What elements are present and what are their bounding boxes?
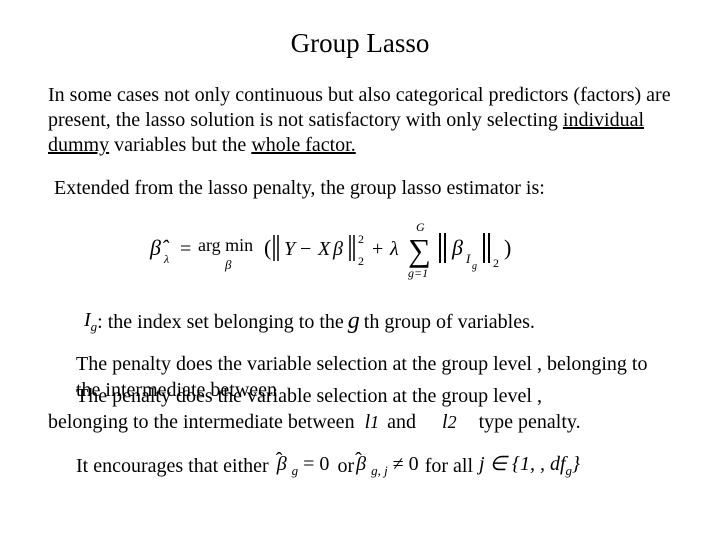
f-plus: + [372, 238, 383, 260]
f-norm2a: 2 [358, 254, 364, 268]
f-I: I [465, 251, 471, 266]
sym-beta-gj: βˆ g, j ≠ 0 [356, 451, 419, 480]
sym-jin-end: } [572, 453, 580, 475]
encourage-line: It encourages that either βˆ g = 0 or βˆ… [48, 451, 672, 480]
sym-j-set: j ∈ {1, , dfg} [479, 451, 580, 480]
f-Ig: g [472, 261, 477, 272]
index-set-line: Ig : the index set belonging to the g th… [66, 306, 672, 337]
penalty-end: type penalty. [479, 409, 581, 435]
f-lambda: λ [389, 238, 399, 260]
sym-l1-1: 1 [370, 412, 379, 432]
sym-l2-2: 2 [448, 412, 457, 432]
f-beta1: β [332, 238, 343, 260]
extended-line: Extended from the lasso penalty, the gro… [54, 176, 672, 201]
intro-text-b: variables but the [109, 134, 251, 156]
group-lasso-formula: β̂ λ = arg min β ( Y − X β 2 2 [140, 219, 580, 283]
f-Y: Y [284, 238, 297, 260]
idx-text-b: th group of variables. [364, 309, 535, 335]
enc-or: or [337, 453, 354, 479]
sym-l2: l2 [442, 409, 457, 435]
idx-text-a: : the index set belonging to the [97, 309, 344, 335]
penalty-and: and [387, 409, 416, 435]
enc-text-a: It encourages that either [76, 453, 269, 479]
f-lparen: ( [264, 235, 271, 260]
f-argmin-sub: β [224, 257, 232, 272]
f-minus: − [300, 238, 311, 260]
f-rparen: ) [504, 235, 511, 260]
sym-beta-gj-sub: g, j [371, 463, 388, 478]
hat-1: ˆ [276, 447, 283, 473]
sym-l1: l1 [365, 409, 380, 435]
f-norm2b: 2 [493, 256, 499, 270]
f-sigma: ∑ [408, 232, 431, 268]
f-sq1: 2 [358, 232, 364, 246]
sym-beta-g-0: βˆ g = 0 [277, 451, 330, 480]
enc-forall: for all [425, 453, 473, 479]
f-sum-bot: g=1 [408, 266, 428, 280]
sym-Ig: Ig [84, 307, 97, 336]
sym-neq0: ≠ 0 [388, 453, 419, 475]
sym-eq0: = 0 [298, 453, 329, 475]
sym-jin: j ∈ {1, , df [479, 453, 566, 475]
formula-block: β̂ λ = arg min β ( Y − X β 2 2 [48, 219, 672, 288]
f-beta2: β [451, 235, 463, 260]
f-X: X [317, 238, 331, 260]
f-argmin: arg min [198, 235, 253, 255]
f-sum-top: G [416, 220, 425, 234]
penalty-line2: belonging to the intermediate between l1… [48, 409, 672, 435]
intro-underline-2: whole factor. [251, 134, 355, 156]
slide-title: Group Lasso [48, 28, 672, 59]
f-eq: = [180, 238, 191, 260]
hat-2: ˆ [355, 447, 362, 473]
intro-paragraph: In some cases not only continuous but al… [48, 83, 672, 158]
f-lambda-sub: λ [163, 252, 169, 266]
sym-Ig-I: I [84, 309, 91, 331]
sym-g: g [348, 306, 360, 337]
